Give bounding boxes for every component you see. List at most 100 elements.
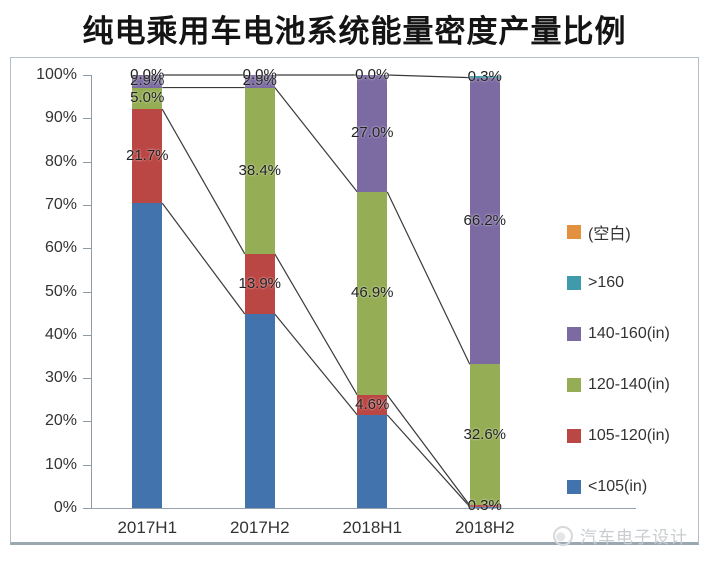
y-axis-tick-label: 50% [44, 282, 77, 300]
category-label: 2018H2 [454, 518, 515, 537]
series-line [274, 87, 358, 193]
series-line [274, 253, 358, 396]
bar-segment-140-160(in) [469, 77, 500, 365]
y-axis-tick [83, 248, 91, 250]
legend-label: <105(in) [588, 478, 648, 495]
data-label: 46.9% [350, 284, 394, 302]
bar-segment-105-120(in) [132, 109, 163, 204]
y-axis-tick [83, 464, 91, 466]
series-line [161, 202, 246, 315]
series-line [386, 191, 471, 365]
bar-2017H2 [244, 75, 275, 508]
legend-item-105-120(in): 105-120(in) [567, 426, 670, 446]
y-axis-tick-label: 30% [44, 369, 77, 387]
legend-label: 140-160(in) [588, 325, 670, 342]
data-label: 21.7% [125, 147, 169, 165]
chart-panel: 汽车电子设计 100% 90% 80% 70% 60% 50% 40% 30% 20% 10% 0%… [10, 57, 699, 548]
bar-segment->160 [469, 76, 500, 78]
page-title: 纯电乘用车电池系统能量密度产量比例 [82, 14, 627, 49]
bar-segment-<105(in) [469, 506, 500, 508]
y-axis-tick-label: 20% [44, 412, 77, 430]
bar-segment-120-140(in) [244, 87, 275, 254]
y-axis-tick-label: 70% [44, 195, 77, 213]
series-line [274, 313, 358, 416]
bar-segment-120-140(in) [469, 364, 500, 506]
y-axis-tick [83, 75, 91, 76]
y-axis-tick [83, 118, 91, 120]
legend-label: 120-140(in) [588, 376, 670, 393]
y-axis-tick [83, 161, 91, 163]
y-axis-tick-label: 80% [44, 152, 77, 170]
data-label: 2.9% [130, 72, 165, 90]
y-axis-tick-label: 90% [44, 109, 77, 127]
bar-segment-<105(in) [132, 203, 163, 508]
legend-swatch-icon [567, 225, 581, 239]
y-axis-tick-label: 10% [44, 455, 77, 473]
data-label: 66.2% [463, 211, 507, 229]
y-axis-tick [83, 204, 91, 206]
legend-item-120-140(in): 120-140(in) [567, 375, 670, 395]
y-axis-tick [83, 421, 91, 423]
bar-segment-140-160(in) [244, 75, 275, 88]
x-axis-line [91, 508, 636, 509]
category-label: 2017H2 [229, 518, 290, 537]
legend-item->160: >160 [567, 273, 624, 293]
data-label: 0.3% [467, 497, 502, 515]
bar-segment-105-120(in) [244, 253, 275, 315]
series-line [386, 394, 471, 506]
legend-item-140-160(in): 140-160(in) [567, 324, 670, 344]
bar-segment-<105(in) [357, 414, 388, 508]
category-label: 2018H1 [342, 518, 403, 537]
y-axis-tick-label: 40% [44, 325, 77, 343]
bar-segment-120-140(in) [357, 191, 388, 395]
legend-swatch-icon [567, 480, 581, 494]
data-label: 0.0% [130, 66, 165, 83]
series-line [386, 414, 471, 508]
bar-segment-140-160(in) [132, 75, 163, 88]
y-axis-tick-label: 60% [44, 239, 77, 257]
y-axis-tick-label: 100% [36, 66, 77, 83]
data-label: 5.0% [130, 89, 165, 107]
series-line [387, 74, 470, 79]
data-label: 0.0% [355, 66, 390, 83]
legend-label: 105-120(in) [588, 427, 670, 444]
bar-2018H2 [469, 75, 500, 508]
data-label: 0.3% [467, 67, 502, 85]
watermark-logo-icon [553, 525, 573, 546]
bar-2017H1 [132, 75, 163, 508]
legend-swatch-icon [567, 276, 581, 290]
y-axis-tick [83, 378, 91, 380]
watermark-text: 汽车电子设计 [580, 528, 688, 547]
legend: (空白) >160 140-160(in) 120-140(in) 105-120(in… [567, 222, 697, 512]
bar-2018H1 [357, 75, 388, 508]
legend-swatch-icon [567, 429, 581, 443]
bar-segment-105-120(in) [357, 395, 388, 415]
bar-segment-140-160(in) [357, 75, 388, 192]
legend-swatch-icon [567, 378, 581, 392]
legend-item-(空白): (空白) [567, 222, 631, 243]
series-line [161, 108, 246, 255]
data-label: 13.9% [238, 274, 282, 292]
data-label: 38.4% [238, 161, 282, 179]
data-label: 4.6% [355, 395, 390, 413]
legend-item-<105(in): <105(in) [567, 477, 647, 497]
legend-label: >160 [588, 274, 625, 291]
watermark: 汽车电子设计 [553, 523, 688, 548]
category-label: 2017H1 [117, 518, 178, 537]
data-label: 2.9% [242, 72, 277, 90]
bar-segment-105-120(in) [469, 505, 500, 507]
legend-label: (空白) [588, 226, 631, 243]
y-axis-tick [83, 291, 91, 293]
y-axis-line [91, 75, 92, 509]
y-axis-tick [83, 334, 91, 336]
y-axis-tick [83, 508, 91, 509]
y-axis-tick-label: 0% [53, 499, 77, 516]
legend-swatch-icon [567, 327, 581, 341]
bar-segment-120-140(in) [132, 87, 163, 110]
data-label: 27.0% [350, 124, 394, 142]
data-label: 0.0% [242, 66, 277, 83]
bar-segment-<105(in) [244, 314, 275, 508]
series-lines [161, 74, 471, 508]
data-label: 32.6% [463, 425, 507, 443]
